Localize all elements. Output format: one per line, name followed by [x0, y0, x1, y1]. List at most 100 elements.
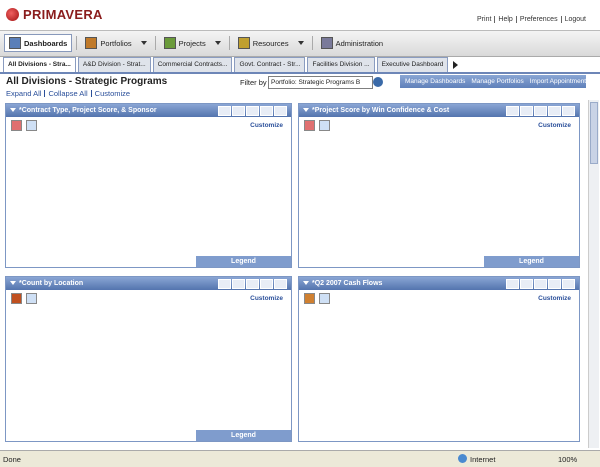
manage-link[interactable]: Import Appointments: [529, 78, 590, 85]
portlet-button[interactable]: [562, 106, 575, 116]
portlet-button[interactable]: [274, 106, 287, 116]
legend-bar[interactable]: Legend: [196, 256, 291, 267]
portlet-button[interactable]: [246, 106, 259, 116]
tab-scroll-arrow[interactable]: [453, 60, 459, 69]
nav-item[interactable]: Projects: [160, 35, 225, 51]
tab[interactable]: Facilities Division ...: [307, 57, 375, 72]
manage-link[interactable]: Manage Portfolios: [471, 78, 524, 85]
scrollbar[interactable]: [588, 100, 599, 448]
portlet-button[interactable]: [534, 106, 547, 116]
action-link[interactable]: Expand All: [6, 89, 42, 98]
collapse-toggle[interactable]: [303, 281, 309, 285]
chart-type-icon[interactable]: [304, 293, 315, 304]
portlet-button[interactable]: [218, 279, 231, 289]
tab[interactable]: A&D Division - Strat...: [77, 57, 151, 72]
dropdown-arrow: [297, 41, 304, 45]
separator: [228, 36, 230, 50]
portlet-button[interactable]: [506, 106, 519, 116]
grid-view-icon[interactable]: [26, 293, 37, 304]
portlet-button[interactable]: [562, 279, 575, 289]
nav-icon: [9, 37, 21, 49]
status-text: Done: [3, 455, 21, 464]
tab[interactable]: Govt. Contract - Str...: [234, 57, 306, 72]
grid-view-icon[interactable]: [319, 120, 330, 131]
manage-link[interactable]: Manage Dashboards: [405, 78, 466, 85]
portlet-button[interactable]: [232, 279, 245, 289]
chart-type-icon[interactable]: [304, 120, 315, 131]
chart-type-icon[interactable]: [11, 120, 22, 131]
separator: [311, 36, 313, 50]
nav-item[interactable]: Resources: [234, 35, 308, 51]
portlet-button[interactable]: [520, 279, 533, 289]
chart-type-icon[interactable]: [11, 293, 22, 304]
action-link[interactable]: Customize: [94, 89, 131, 98]
separator: [44, 90, 46, 97]
customize-link[interactable]: Customize: [538, 295, 571, 302]
collapse-toggle[interactable]: [303, 108, 309, 112]
portlet-title-bar: *Count by Location: [6, 277, 291, 290]
portlet-button[interactable]: [246, 279, 259, 289]
separator: [76, 36, 78, 50]
nav-icon: [320, 37, 333, 49]
portlet-button[interactable]: [506, 279, 519, 289]
portlet: *Q2 2007 Cash Flows Customize: [298, 276, 580, 442]
action-link[interactable]: Collapse All: [48, 89, 88, 98]
nav-item[interactable]: Administration: [317, 35, 388, 51]
header-link[interactable]: Preferences: [519, 16, 558, 23]
legend-bar[interactable]: Legend: [484, 256, 579, 267]
separator: [515, 16, 517, 23]
separator: [90, 90, 92, 97]
portlet-button[interactable]: [232, 106, 245, 116]
scroll-thumb[interactable]: [590, 102, 598, 164]
portlet-title: *Count by Location: [19, 280, 84, 287]
header-link[interactable]: Help: [498, 16, 513, 23]
portlet-button[interactable]: [260, 279, 273, 289]
separator: [560, 16, 562, 23]
portlet-button[interactable]: [218, 106, 231, 116]
zoom[interactable]: 100%: [558, 455, 578, 464]
tabs: All Divisions - Stra... A&D Division - St…: [3, 57, 459, 72]
portlet-title-bar: *Contract Type, Project Score, & Sponsor: [6, 104, 291, 117]
nav-label: Administration: [335, 38, 384, 48]
tab[interactable]: Commercial Contracts...: [152, 57, 233, 72]
page-actions: Expand All Collapse All Customize: [6, 89, 130, 98]
collapse-toggle[interactable]: [10, 108, 16, 112]
collapse-toggle[interactable]: [10, 281, 16, 285]
filter-go-icon[interactable]: [373, 77, 383, 87]
nav-item[interactable]: Portfolios: [81, 35, 150, 51]
portlet-title-bar: *Q2 2007 Cash Flows: [299, 277, 579, 290]
portlet-button[interactable]: [548, 106, 561, 116]
nav-icon: [237, 37, 250, 49]
portlet-button[interactable]: [260, 106, 273, 116]
nav-label: Projects: [178, 38, 206, 48]
nav-item[interactable]: Dashboards: [4, 34, 73, 52]
separator: [154, 36, 156, 50]
status-bar: Done Internet 100%: [0, 450, 600, 467]
customize-link[interactable]: Customize: [250, 122, 283, 129]
legend-bar[interactable]: Legend: [196, 430, 291, 441]
grid-view-icon[interactable]: [26, 120, 37, 131]
dropdown-arrow: [214, 41, 221, 45]
portlet-button[interactable]: [520, 106, 533, 116]
filter-select[interactable]: Portfolio: Strategic Programs B: [268, 76, 373, 89]
page-title: All Divisions - Strategic Programs: [6, 76, 168, 87]
manage-bar: Manage Dashboards Manage Portfolios Import…: [400, 75, 589, 88]
nav-label: Resources: [252, 38, 289, 48]
portlet-title-bar: *Project Score by Win Confidence & Cost: [299, 104, 579, 117]
portlet-button[interactable]: [548, 279, 561, 289]
nav-icon: [163, 37, 176, 49]
header-link[interactable]: Logout: [564, 16, 586, 23]
header-links: Print Help Preferences Logout: [477, 16, 586, 23]
grid-view-icon[interactable]: [319, 293, 330, 304]
header-link[interactable]: Print: [477, 16, 492, 23]
portlet-button[interactable]: [534, 279, 547, 289]
portlet-button[interactable]: [274, 279, 287, 289]
customize-link[interactable]: Customize: [250, 295, 283, 302]
portlet: *Contract Type, Project Score, & Sponsor…: [5, 103, 292, 268]
tab[interactable]: All Divisions - Stra...: [3, 57, 76, 72]
logo-icon: [6, 8, 19, 21]
tab[interactable]: Executive Dashboard: [376, 57, 449, 72]
customize-link[interactable]: Customize: [538, 122, 571, 129]
nav-label: Portfolios: [100, 38, 132, 48]
